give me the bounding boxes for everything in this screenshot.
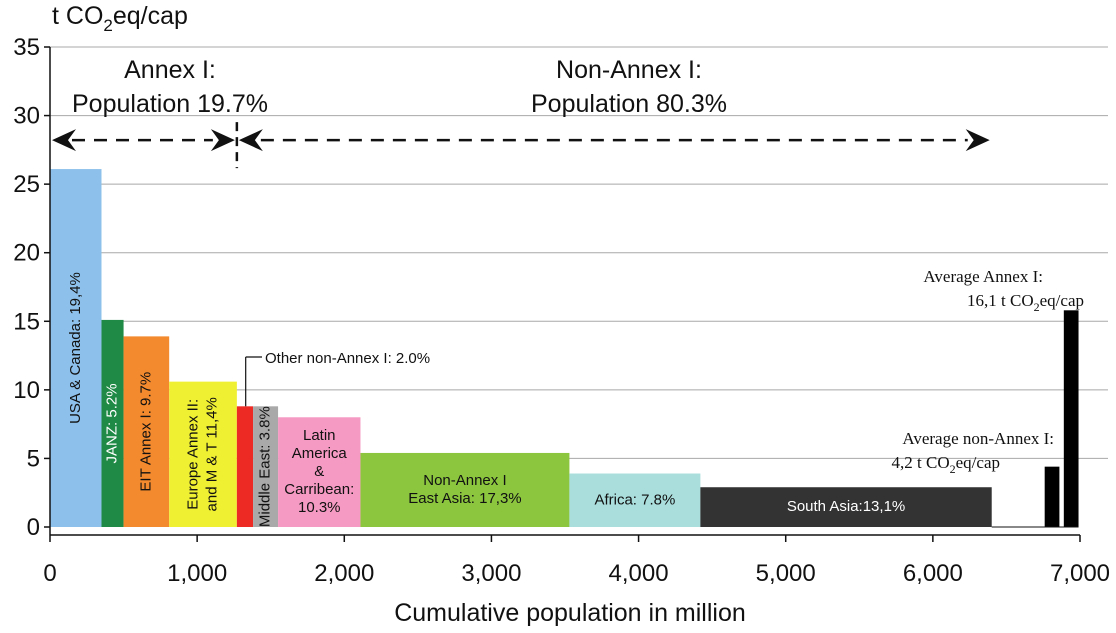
y-tick-label-15: 15 xyxy=(13,308,40,335)
bar-label-6-line-2: & xyxy=(314,463,324,480)
bar-label-9-line-0: South Asia:13,1% xyxy=(787,498,905,515)
x-tick-label-2: 2,000 xyxy=(314,560,374,587)
x-tick-label-0: 0 xyxy=(43,560,56,587)
avg-annex-line1: Average Annex I: xyxy=(923,267,1043,286)
annex1-arrowhead-left xyxy=(52,129,76,152)
y-tick-label-0: 0 xyxy=(27,514,40,541)
bar-label-6-line-1: America xyxy=(292,445,348,462)
bar-label-7: Non-Annex I East Asia: 17,3% xyxy=(408,472,521,507)
bar-label-8: Africa: 7.8% xyxy=(594,491,675,508)
annex1-label-line2: Population 19.7% xyxy=(72,90,268,118)
x-tick-label-3: 3,000 xyxy=(461,560,521,587)
avg-annex-line2-sub: 2 xyxy=(1034,300,1040,314)
nonannex1-arrowhead-right xyxy=(965,129,990,152)
nonannex1-label-line1: Non-Annex I: xyxy=(556,56,702,84)
axes: 0 5 10 15 20 25 30 35 0 1,000 2,000 3,000 4,000 5,000… xyxy=(13,34,1110,587)
bar-label-9: South Asia:13,1% xyxy=(787,498,905,515)
bar-label-2: EIT Annex I: 9.7% xyxy=(137,372,154,492)
avg-annex-line2-pre: 16,1 t CO xyxy=(967,291,1034,310)
bar-label-6-line-0: Latin xyxy=(303,427,336,444)
bar-label-1-line-0: JANZ: 5.2% xyxy=(104,383,121,463)
x-tick-label-6: 6,000 xyxy=(903,560,963,587)
bar-label-2-line-0: EIT Annex I: 9.7% xyxy=(137,372,154,492)
bar-label-3-line-0: Europe Annex II: xyxy=(184,399,201,510)
y-tick-label-10: 10 xyxy=(13,377,40,404)
bars xyxy=(50,169,1079,528)
bar-label-0-line-0: USA & Canada: 19,4% xyxy=(67,272,84,424)
bar-4 xyxy=(236,406,254,527)
bar-9 xyxy=(700,487,992,527)
y-axis-title: t CO2eq/cap xyxy=(52,2,188,35)
bar-label-6: Latin America & Carribean: 10.3% xyxy=(284,427,354,516)
x-tick-label-7: 7,000 xyxy=(1050,560,1110,587)
avg-nonannex-line2: 4,2 t CO2eq/cap xyxy=(892,453,1000,476)
bar-3 xyxy=(169,381,237,527)
annex1-label-line1: Annex I: xyxy=(124,56,216,84)
avg-nonannex-line1: Average non-Annex I: xyxy=(902,429,1054,448)
bar-labels: USA & Canada: 19,4% JANZ: 5.2% EIT Annex I… xyxy=(67,272,906,527)
bar-label-6-line-4: 10.3% xyxy=(298,499,341,516)
bar-8 xyxy=(569,473,701,527)
bar-label-3: Europe Annex II: and M & T 11,4% xyxy=(184,397,220,511)
avg-nonannex-line2-sub: 2 xyxy=(950,462,956,476)
bar-label-5-line-0: Middle East: 3.8% xyxy=(257,406,274,527)
y-axis-title-tail: eq/cap xyxy=(113,2,188,30)
bar-7 xyxy=(360,452,570,527)
annex1-arrowhead-right xyxy=(210,129,235,152)
bar-label-7-line-1: East Asia: 17,3% xyxy=(408,490,521,507)
avg-nonannex-line2-post: eq/cap xyxy=(956,453,1000,472)
y-tick-label-5: 5 xyxy=(27,445,40,472)
bar-label-8-line-0: Africa: 7.8% xyxy=(594,491,675,508)
y-tick-label-30: 30 xyxy=(13,103,40,130)
bar-10 xyxy=(1044,466,1060,527)
bar-2 xyxy=(123,336,170,527)
x-tick-label-1: 1,000 xyxy=(167,560,227,587)
avg-annex-line2-post: eq/cap xyxy=(1040,291,1084,310)
annotations xyxy=(52,122,990,407)
bar-0 xyxy=(50,169,102,528)
bar-6 xyxy=(278,417,361,527)
bar-label-0: USA & Canada: 19,4% xyxy=(67,272,84,424)
bar-label-1: JANZ: 5.2% xyxy=(104,383,121,463)
avg-nonannex-line2-pre: 4,2 t CO xyxy=(892,453,950,472)
x-tick-label-4: 4,000 xyxy=(609,560,669,587)
bar-label-6-line-3: Carribean: xyxy=(284,481,354,498)
y-tick-label-35: 35 xyxy=(13,34,40,61)
bar-label-5: Middle East: 3.8% xyxy=(257,406,274,527)
bar-5 xyxy=(253,406,279,527)
y-tick-label-25: 25 xyxy=(13,171,40,198)
y-axis-title-main: t CO xyxy=(52,2,103,30)
bar-11 xyxy=(1063,310,1079,527)
x-tick-label-5: 5,000 xyxy=(756,560,816,587)
other-nonannex-label: Other non-Annex I: 2.0% xyxy=(265,350,430,367)
nonannex1-label-line2: Population 80.3% xyxy=(531,90,727,118)
bar-1 xyxy=(101,319,124,527)
bar-label-7-line-0: Non-Annex I xyxy=(423,472,506,489)
x-axis-title: Cumulative population in million xyxy=(394,599,746,627)
avg-annex-line2: 16,1 t CO2eq/cap xyxy=(967,291,1084,314)
nonannex1-arrowhead-left xyxy=(238,129,263,152)
y-axis-title-sub: 2 xyxy=(103,16,112,35)
bar-label-3-line-1: and M & T 11,4% xyxy=(203,397,220,511)
y-tick-label-20: 20 xyxy=(13,240,40,267)
